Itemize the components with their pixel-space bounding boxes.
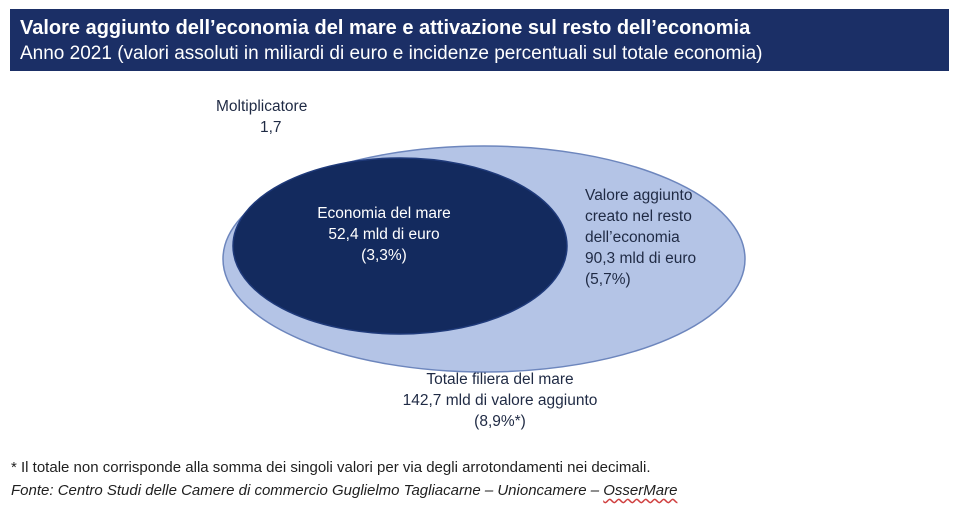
sea-economy-share: (3,3%) [361, 247, 407, 264]
sea-economy-value: 52,4 mld di euro [328, 226, 440, 243]
source-note: Fonte: Centro Studi delle Camere di comm… [11, 480, 677, 501]
total-supply-chain-label: Totale filiera del mare 142,7 mld di val… [360, 369, 640, 432]
rest-of-economy-line1: Valore aggiunto [585, 187, 693, 204]
multiplier-label: Moltiplicatore 1,7 [216, 96, 307, 138]
title-banner: Valore aggiunto dell’economia del mare e… [10, 9, 949, 71]
sea-economy-title: Economia del mare [317, 205, 451, 222]
rest-of-economy-label: Valore aggiunto creato nel resto dell’ec… [585, 185, 696, 290]
source-osservamare: OsserMare [603, 482, 678, 499]
sea-economy-label: Economia del mare 52,4 mld di euro (3,3%… [292, 203, 476, 266]
page-subtitle: Anno 2021 (valori assoluti in miliardi d… [20, 43, 763, 64]
total-share: (8,9%*) [474, 413, 526, 430]
source-text: Fonte: Centro Studi delle Camere di comm… [11, 482, 604, 499]
multiplier-value: 1,7 [260, 119, 282, 136]
sea-economy-ellipse [232, 157, 568, 335]
rest-of-economy-share: (5,7%) [585, 271, 631, 288]
rest-of-economy-value: 90,3 mld di euro [585, 250, 697, 267]
footnote: * Il totale non corrisponde alla somma d… [11, 459, 651, 476]
page-title: Valore aggiunto dell’economia del mare e… [20, 17, 751, 39]
total-title: Totale filiera del mare [426, 371, 574, 388]
total-value: 142,7 mld di valore aggiunto [402, 392, 598, 409]
rest-of-economy-line3: dell’economia [585, 229, 680, 246]
rest-of-economy-line2: creato nel resto [585, 208, 692, 225]
multiplier-caption: Moltiplicatore [216, 98, 308, 115]
